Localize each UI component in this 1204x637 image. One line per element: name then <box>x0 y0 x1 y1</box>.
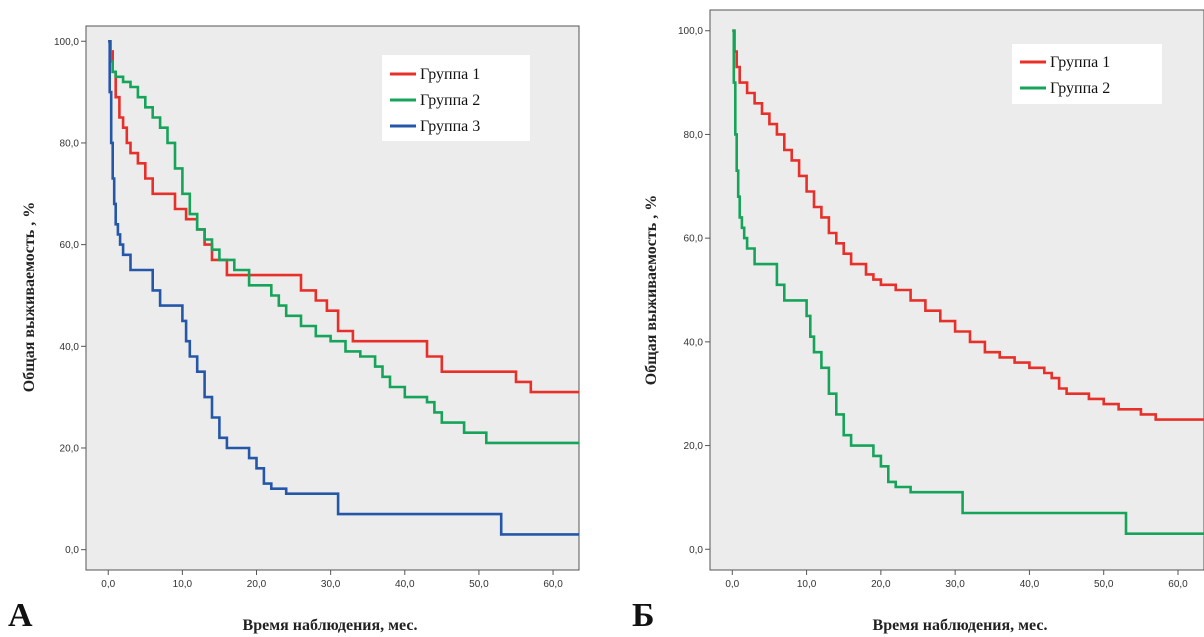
chart-panel-a: 0,0 20,0 40,0 60,0 80,0 100,0 0,0 10,0 20,0 30,0 4… <box>8 25 580 634</box>
x-tick-label: 40,0 <box>1020 579 1040 590</box>
series-line-2 <box>108 40 579 445</box>
y-tick-label: 20,0 <box>684 441 704 452</box>
panel-label-b: Б <box>632 597 654 634</box>
y-tick-label: 80,0 <box>684 130 704 141</box>
y-tick-label: 100,0 <box>678 26 703 37</box>
y-tick-label: 80,0 <box>60 138 80 149</box>
y-tick-label: 40,0 <box>60 342 80 353</box>
x-tick-label: 0,0 <box>101 579 115 590</box>
x-tick-label: 10,0 <box>173 579 193 590</box>
x-tick-label: 60,0 <box>543 579 563 590</box>
x-tick-label: 50,0 <box>1094 579 1114 590</box>
y-tick-label: 60,0 <box>684 234 704 245</box>
legend-label-1: Группа 1 <box>420 66 480 83</box>
legend-label-2: Группа 2 <box>420 92 480 109</box>
series-line-3 <box>108 40 579 536</box>
x-axis-title-b: Время наблюдения, мес. <box>873 617 1048 634</box>
x-tick-label: 40,0 <box>395 579 415 590</box>
legend-label-2: Группа 2 <box>1050 80 1110 97</box>
y-axis-title-b: Общая выживаемость , % <box>643 195 660 385</box>
y-tick-label: 20,0 <box>60 443 80 454</box>
x-tick-label: 60,0 <box>1168 579 1188 590</box>
x-tick-label: 30,0 <box>321 579 341 590</box>
x-tick-label: 20,0 <box>247 579 267 590</box>
y-tick-label: 0,0 <box>689 545 703 556</box>
legend-box-b <box>1012 44 1162 104</box>
legend-label-3: Группа 3 <box>420 118 480 135</box>
y-tick-label: 40,0 <box>684 337 704 348</box>
legend-label-1: Группа 1 <box>1050 54 1110 71</box>
chart-panel-b: 0,0 20,0 40,0 60,0 80,0 100,0 0,0 10,0 20,0 30,0 4… <box>632 9 1204 634</box>
series-line-1 <box>732 29 1204 421</box>
x-tick-label: 30,0 <box>945 579 965 590</box>
y-tick-label: 60,0 <box>60 240 80 251</box>
x-tick-label: 50,0 <box>469 579 489 590</box>
x-tick-label: 10,0 <box>797 579 817 590</box>
y-tick-label: 100,0 <box>54 37 79 48</box>
x-axis-title-a: Время наблюдения, мес. <box>243 617 418 634</box>
x-tick-label: 20,0 <box>871 579 891 590</box>
y-axis-title-a: Общая выживаемость , % <box>21 202 38 392</box>
x-tick-label: 0,0 <box>725 579 739 590</box>
series-line-2 <box>732 29 1204 535</box>
panel-label-a: А <box>8 597 33 634</box>
y-tick-label: 0,0 <box>65 545 79 556</box>
